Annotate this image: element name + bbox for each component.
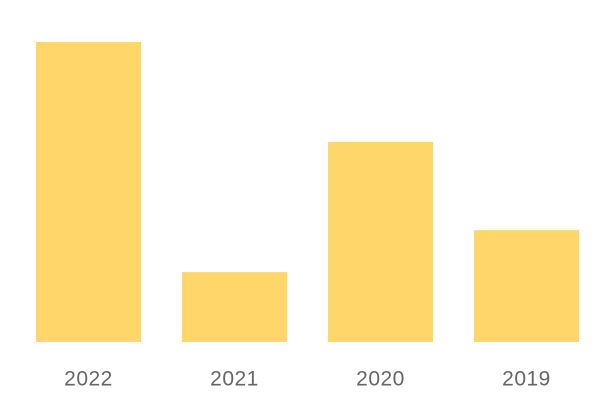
bar	[35, 42, 142, 342]
x-tick-label: 2020	[356, 368, 405, 391]
x-tick-label: 2022	[64, 368, 113, 391]
bar	[473, 230, 580, 342]
x-tick-label: 2019	[502, 368, 551, 391]
x-tick-label: 2021	[210, 368, 259, 391]
bar	[327, 141, 434, 342]
bar	[181, 272, 288, 342]
